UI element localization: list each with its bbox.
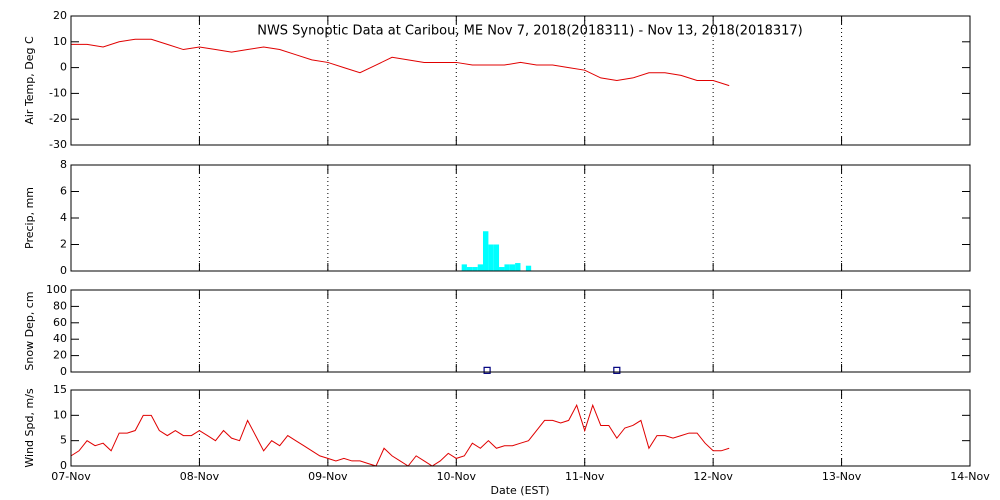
- data-line: [71, 38, 730, 87]
- y-axis-label: Precip, mm: [23, 187, 36, 249]
- y-tick-label: 5: [60, 434, 67, 447]
- bar: [488, 244, 494, 271]
- x-tick-label: 13-Nov: [822, 470, 862, 483]
- bar: [525, 265, 532, 271]
- y-tick-label: 20: [53, 349, 67, 362]
- y-tick-label: 100: [46, 283, 67, 296]
- bar: [504, 264, 510, 271]
- bar: [493, 244, 500, 271]
- y-tick-label: 80: [53, 299, 67, 312]
- y-tick-label: 2: [60, 238, 67, 251]
- x-tick-label: 08-Nov: [180, 470, 220, 483]
- plot-frame: [70, 289, 971, 373]
- bar: [482, 231, 489, 271]
- y-tick-label: -20: [49, 112, 67, 125]
- x-tick-label: 09-Nov: [308, 470, 348, 483]
- plot-frame: [70, 164, 971, 272]
- bar: [509, 264, 516, 271]
- data-line: [70, 403, 730, 467]
- y-tick-label: 0: [60, 459, 67, 472]
- plot-frame: [70, 15, 971, 146]
- y-tick-label: 0: [60, 365, 67, 378]
- y-tick-label: 6: [60, 185, 67, 198]
- bar: [472, 267, 478, 271]
- x-tick-label: 12-Nov: [693, 470, 733, 483]
- x-tick-label: 07-Nov: [51, 470, 91, 483]
- y-tick-label: 10: [53, 35, 67, 48]
- point: [613, 366, 621, 374]
- y-tick-label: 20: [53, 9, 67, 22]
- y-axis-label: Snow Dep, cm: [23, 291, 36, 370]
- y-tick-label: 0: [60, 264, 67, 277]
- bar: [477, 264, 483, 271]
- y-tick-label: -10: [49, 86, 67, 99]
- y-axis-label: Air Temp, Deg C: [23, 36, 36, 125]
- y-tick-label: -30: [49, 138, 67, 151]
- y-tick-label: 15: [53, 383, 67, 396]
- bar: [499, 267, 505, 271]
- bar: [461, 264, 467, 271]
- x-axis-label: Date (EST): [490, 484, 549, 497]
- y-tick-label: 40: [53, 332, 67, 345]
- plot-frame: [70, 389, 971, 467]
- y-tick-label: 60: [53, 316, 67, 329]
- y-axis-label: Wind Spd, m/s: [23, 388, 36, 468]
- point: [483, 366, 491, 374]
- y-tick-label: 10: [53, 408, 67, 421]
- chart-title: NWS Synoptic Data at Caribou, ME Nov 7, …: [257, 24, 803, 39]
- x-tick-label: 14-Nov: [950, 470, 990, 483]
- bar: [515, 263, 521, 271]
- x-tick-label: 11-Nov: [565, 470, 605, 483]
- x-tick-label: 10-Nov: [437, 470, 477, 483]
- y-tick-label: 8: [60, 158, 67, 171]
- y-tick-label: 0: [60, 61, 67, 74]
- bar: [466, 267, 473, 271]
- y-tick-label: 4: [60, 211, 67, 224]
